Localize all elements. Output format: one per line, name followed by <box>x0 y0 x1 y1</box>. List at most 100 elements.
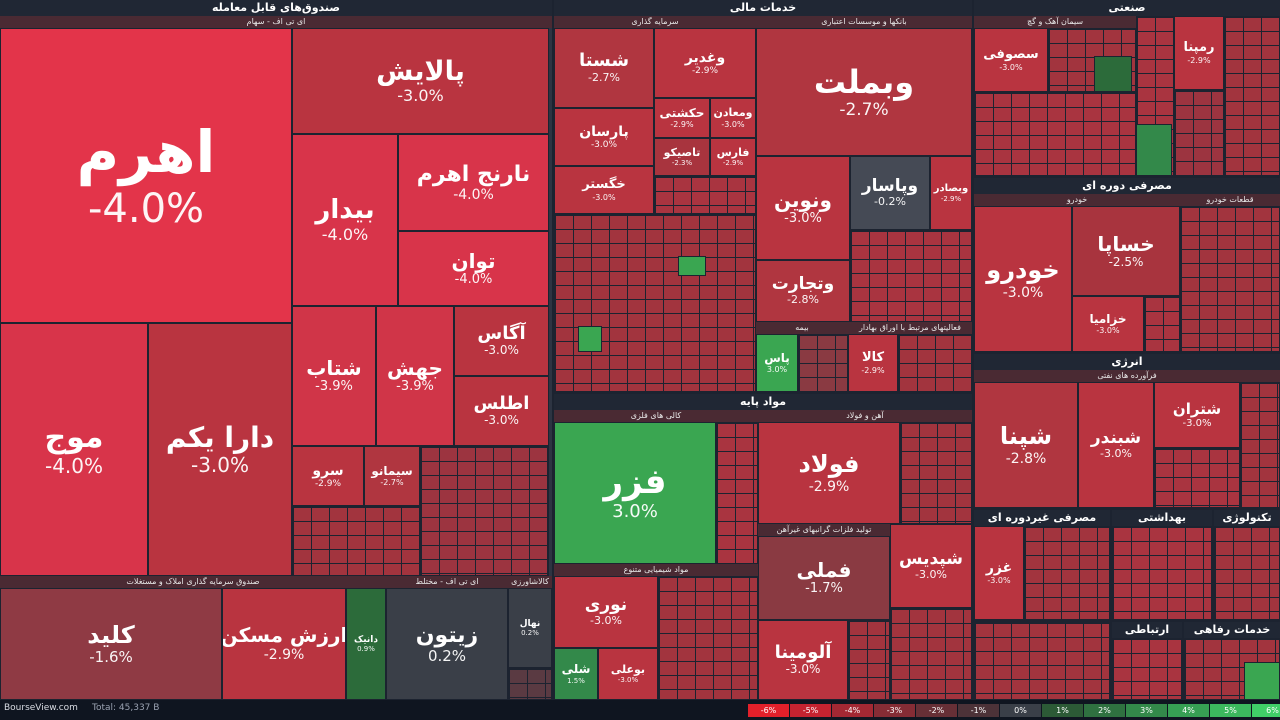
tile-green-small[interactable] <box>1244 662 1280 700</box>
section-financial: خدمات مالی سرمایه گذاری شستا -2.7% وغدیر… <box>554 0 972 392</box>
tile-shasta[interactable]: شستا -2.7% <box>554 28 654 108</box>
tile-pas[interactable]: پاس 3.0% <box>756 334 798 392</box>
tile-pallaysh[interactable]: پالایش -3.0% <box>292 28 549 134</box>
subsector-title: سرمایه گذاری <box>554 16 756 28</box>
tile-vtejarat[interactable]: وتجارت -2.8% <box>756 260 850 322</box>
tile-ahrom[interactable]: اهرم -4.0% <box>0 28 292 323</box>
change: -0.2% <box>874 195 906 209</box>
tile-khzamia[interactable]: خزامیا -3.0% <box>1072 296 1144 352</box>
tile-khodro[interactable]: خودرو -3.0% <box>974 206 1072 352</box>
tile-green-small[interactable] <box>1136 124 1172 176</box>
tile-green-small[interactable] <box>1094 56 1132 92</box>
tile-tavan[interactable]: توان -4.0% <box>398 231 549 306</box>
legend-cell: -1% <box>958 704 1000 717</box>
section-title: بهداشتی <box>1112 510 1212 526</box>
section-title: خدمات رفاهی <box>1184 622 1280 638</box>
tile-klid[interactable]: کلید -1.6% <box>0 588 222 700</box>
change: -3.0% <box>1182 417 1212 429</box>
tile-arzesh[interactable]: ارزش مسکن -2.9% <box>222 588 346 700</box>
tile-nuri[interactable]: نوری -3.0% <box>554 576 658 648</box>
change: -2.5% <box>1108 254 1144 269</box>
symbol: نارنج اهرم <box>416 161 531 187</box>
subsector-autoparts: قطعات خودرو <box>1180 194 1280 352</box>
tile-agas[interactable]: آگاس -3.0% <box>454 306 549 376</box>
tile-khsapa[interactable]: خساپا -2.5% <box>1072 206 1180 296</box>
tile-jahesh[interactable]: جهش -3.9% <box>376 306 454 446</box>
tile-foolad[interactable]: فولاد -2.9% <box>758 422 900 524</box>
small-tiles <box>1214 526 1280 620</box>
tile-simanu[interactable]: سیمانو -2.7% <box>364 446 420 506</box>
symbol: شتاب <box>306 356 362 381</box>
symbol: خودرو <box>986 256 1060 285</box>
tile-green-small[interactable] <box>578 326 602 352</box>
symbol: شپدیس <box>899 548 963 569</box>
tile-tapiko[interactable]: تاصیکو -2.3% <box>654 138 710 176</box>
tile-fameli[interactable]: فملی -1.7% <box>758 536 890 620</box>
tile-vghadir[interactable]: وغدیر -2.9% <box>654 28 756 98</box>
small-tiles <box>850 230 972 322</box>
tile-shtran[interactable]: شتران -3.0% <box>1154 382 1240 448</box>
small-tiles <box>1154 448 1240 508</box>
section-welfare: خدمات رفاهی <box>1184 622 1280 700</box>
tile-khgostar[interactable]: خگستر -3.0% <box>554 166 654 214</box>
change: -2.9% <box>691 65 719 76</box>
section-title: تکنولوژی <box>1214 510 1280 526</box>
tile-ghazar[interactable]: غزر -3.0% <box>974 526 1024 620</box>
tile-alumina[interactable]: آلومینا -3.0% <box>758 620 848 700</box>
tile-shetab[interactable]: شتاب -3.9% <box>292 306 376 446</box>
tile-fars[interactable]: فارس -2.9% <box>710 138 756 176</box>
tile-sarv[interactable]: سرو -2.9% <box>292 446 364 506</box>
legend-cell: -6% <box>748 704 790 717</box>
tile-shbandar[interactable]: شبندر -3.0% <box>1078 382 1154 508</box>
tile-mowj[interactable]: موج -4.0% <box>0 323 148 576</box>
subsector-iron-steel: آهن و فولاد فولاد -2.9% <box>758 410 972 524</box>
tile-narenj[interactable]: نارنج اهرم -4.0% <box>398 134 549 231</box>
tile-zeytun[interactable]: زیتون 0.2% <box>386 588 508 700</box>
tile-rampna[interactable]: رمپنا -2.9% <box>1174 16 1224 90</box>
change: -4.0% <box>321 224 369 244</box>
tile-vmaaden[interactable]: ومعادن -3.0% <box>710 98 756 138</box>
section-title: مصرفی دوره ای <box>974 178 1280 194</box>
subsector-title: ای تی اف - مختلط <box>386 576 508 588</box>
tile-vnovin[interactable]: ونوین -3.0% <box>756 156 850 260</box>
tile-hekmati[interactable]: حکشتی -2.9% <box>654 98 710 138</box>
change: -3.0% <box>999 62 1023 72</box>
tile-vpasar[interactable]: وپاسار -0.2% <box>850 156 930 230</box>
tile-dara[interactable]: دارا یکم -3.0% <box>148 323 292 576</box>
legend-cell: -4% <box>832 704 874 717</box>
symbol: جهش <box>387 356 443 381</box>
small-tiles <box>890 608 972 700</box>
subsector-banks: بانکها و موسسات اعتباری وبملت -2.7% ونوی… <box>756 16 972 322</box>
subsector-title: فرآورده های نفتی <box>974 370 1280 382</box>
tile-shaly[interactable]: شلی 1.5% <box>554 648 598 700</box>
tile-vbmellat[interactable]: وبملت -2.7% <box>756 28 972 156</box>
tile-vbsader[interactable]: وبصادر -2.9% <box>930 156 972 230</box>
small-tiles <box>798 334 848 392</box>
change: -2.7% <box>380 478 404 488</box>
tile-parsan[interactable]: پارسان -3.0% <box>554 108 654 166</box>
tile-bidar[interactable]: بیدار -4.0% <box>292 134 398 306</box>
change: -3.0% <box>590 614 622 628</box>
symbol: خگستر <box>582 176 626 192</box>
change: -4.0% <box>87 185 205 232</box>
subsector-title: بانکها و موسسات اعتباری <box>756 16 972 28</box>
tile-nahal[interactable]: نهال 0.2% <box>508 588 552 668</box>
tile-sofuni[interactable]: سصوفی -3.0% <box>974 28 1048 92</box>
tile-fazar[interactable]: فزر 3.0% <box>554 422 716 564</box>
tile-shapdis[interactable]: شپدیس -3.0% <box>890 524 972 608</box>
change: -3.0% <box>484 343 519 358</box>
tile-green-small[interactable] <box>678 256 706 276</box>
tile-kala[interactable]: کالا -2.9% <box>848 334 898 392</box>
section-title: ارتباطی <box>1112 622 1182 638</box>
tile-boali[interactable]: بوعلی -3.0% <box>598 648 658 700</box>
change: 0.9% <box>357 645 375 654</box>
tile-shepna[interactable]: شپنا -2.8% <box>974 382 1078 508</box>
change: -4.0% <box>44 454 104 479</box>
tile-danik[interactable]: دانیک 0.9% <box>346 588 386 700</box>
change: -2.9% <box>861 365 885 375</box>
tile-atlas[interactable]: اطلس -3.0% <box>454 376 549 446</box>
section-title: خدمات مالی <box>554 0 972 16</box>
brand-link[interactable]: BourseView.com <box>4 703 78 713</box>
change: -2.9% <box>1187 55 1211 65</box>
change: -2.9% <box>670 120 694 130</box>
